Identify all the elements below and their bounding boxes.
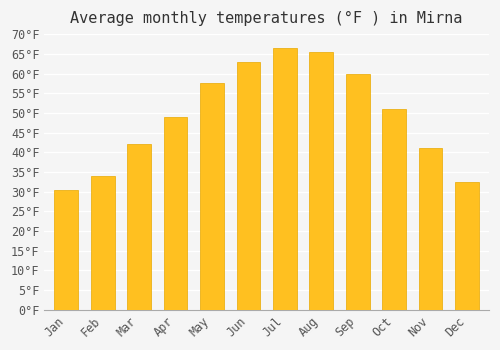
Bar: [346, 74, 370, 310]
Bar: [54, 190, 78, 310]
Bar: [91, 176, 114, 310]
Bar: [164, 117, 188, 310]
Bar: [382, 109, 406, 310]
Bar: [273, 48, 296, 310]
Bar: [236, 62, 260, 310]
Bar: [455, 182, 479, 310]
Bar: [200, 83, 224, 310]
Bar: [310, 52, 333, 310]
Bar: [128, 145, 151, 310]
Title: Average monthly temperatures (°F ) in Mirna: Average monthly temperatures (°F ) in Mi…: [70, 11, 463, 26]
Bar: [419, 148, 442, 310]
